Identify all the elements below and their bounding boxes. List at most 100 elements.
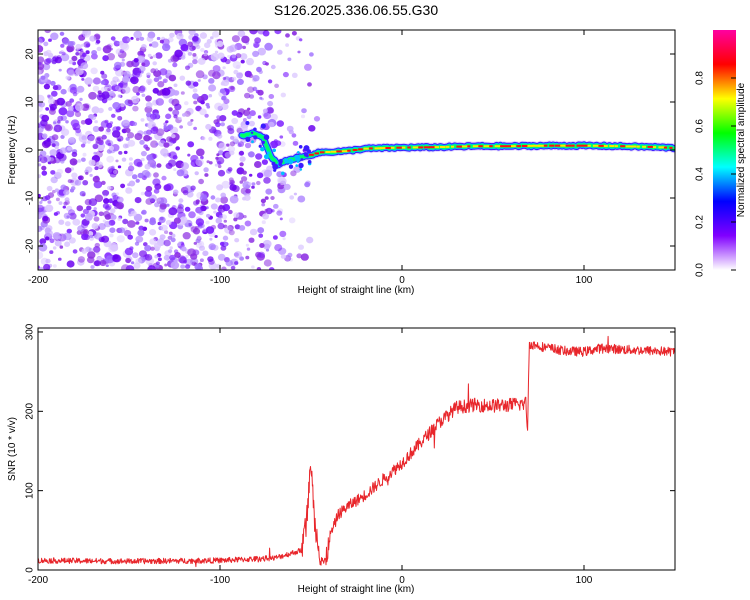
noise-dot [153,172,159,178]
colorbar: 0.0 0.2 0.4 0.6 0.8 Normalized spectral ampl… [695,30,747,277]
noise-dot [158,216,166,224]
colorbar-tick-label: 0.6 [695,119,706,133]
noise-dot [108,198,114,204]
noise-dot [220,122,225,127]
noise-dot [230,86,235,90]
noise-dot [49,149,58,157]
noise-dot [220,192,226,198]
noise-dot [150,68,156,74]
noise-dot [93,207,97,211]
noise-dot [98,211,104,217]
frequency-trace-blob [294,154,301,161]
noise-dot [84,213,93,221]
noise-dot [264,42,273,51]
noise-dot [38,36,45,43]
noise-dot [166,136,173,142]
noise-dot [249,110,256,117]
noise-dot [128,157,133,161]
noise-dot [49,238,55,244]
noise-dot [125,128,131,133]
y-tick-label: -20 [25,238,36,253]
noise-dot [55,84,62,91]
noise-dot [195,44,201,50]
noise-dot [47,200,52,204]
noise-dot [46,185,53,192]
noise-dot [42,215,49,222]
noise-dot [291,31,297,36]
noise-dot [109,171,117,178]
noise-dot [139,139,145,145]
noise-dot [186,107,194,115]
noise-dot [205,123,212,130]
frequency-trace-peak [614,145,618,148]
noise-dot [116,135,124,142]
noise-dot [173,114,178,119]
noise-dot [156,163,162,168]
frequency-trace-peak [341,150,349,153]
noise-dot [217,161,222,165]
noise-dot [135,178,140,183]
noise-dot [115,159,119,163]
noise-dot [87,251,96,259]
frequency-trace-peak [319,151,325,154]
noise-dot [106,139,110,142]
frequency-trace-peak [642,145,646,148]
frequency-trace-blob [258,144,262,148]
noise-dot [195,70,205,79]
frequency-trace-peak [521,145,528,147]
noise-dot [91,106,100,114]
noise-dot [297,195,306,203]
noise-dot [210,264,220,270]
noise-dot [66,146,73,151]
noise-dot [94,194,104,203]
noise-dot [178,198,184,203]
frequency-trace-peak [669,146,673,149]
noise-dot [71,172,78,179]
noise-dot [224,225,233,234]
noise-dot [108,106,113,111]
noise-dot [43,263,51,270]
noise-dot [169,32,175,38]
noise-dot [210,195,216,200]
noise-dot [231,117,239,125]
frequency-trace-peak [554,144,562,147]
frequency-trace-blob [261,140,265,144]
noise-dot [229,141,236,147]
y-tick-label: 20 [25,48,36,60]
frequency-trace-blob [251,140,254,144]
noise-dot [174,252,181,258]
noise-dot [185,254,189,259]
noise-dot [93,180,103,189]
noise-dot [131,174,138,180]
x-tick-label: -200 [28,275,48,286]
noise-dot [38,101,46,108]
noise-dot [143,134,151,142]
noise-dot [94,260,101,267]
noise-dot [38,243,48,252]
noise-dot [98,126,104,132]
noise-dot [94,232,102,240]
noise-dot [232,61,241,69]
noise-dot [277,208,284,214]
noise-dot [80,62,89,70]
noise-dot [92,125,100,133]
noise-dot [88,198,98,207]
noise-dot [50,32,59,41]
noise-dot [208,94,213,98]
noise-dot [246,114,252,120]
noise-dot [153,242,161,250]
noise-dot [263,169,273,178]
noise-dot [124,229,132,237]
noise-dot [214,163,219,167]
top-x-ticks: -200 -100 0 100 [28,30,593,286]
noise-dot [172,109,180,116]
noise-dot [165,183,174,191]
noise-dot [169,254,176,261]
noise-dot [243,194,251,201]
noise-dot [85,166,93,173]
noise-dot [145,198,153,205]
noise-dot [121,264,130,270]
noise-dot [115,85,121,91]
noise-dot [38,251,44,260]
noise-dot [47,94,53,100]
